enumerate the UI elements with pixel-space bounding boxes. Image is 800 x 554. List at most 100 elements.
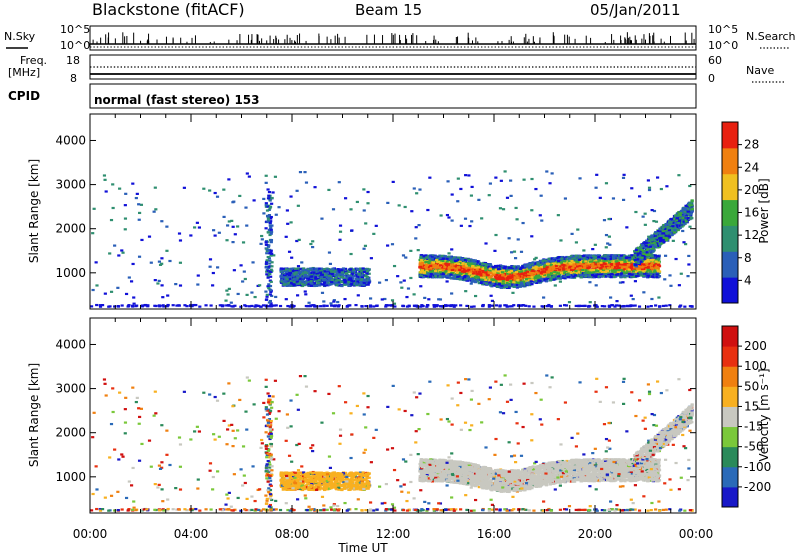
- power-cell: [325, 271, 329, 275]
- power-cell: [574, 304, 578, 308]
- power-cell: [420, 304, 424, 307]
- power-cell: [160, 257, 164, 260]
- power-cell: [562, 304, 567, 307]
- power-cell: [297, 279, 302, 282]
- power-cell: [519, 275, 523, 278]
- power-cell: [686, 275, 690, 278]
- power-cell: [479, 269, 483, 272]
- power-cell: [175, 304, 179, 307]
- power-cell: [488, 280, 492, 283]
- power-cell: [178, 284, 183, 287]
- power-cell: [445, 213, 450, 217]
- power-cell: [445, 267, 449, 270]
- power-cell: [631, 270, 635, 273]
- power-cell: [152, 210, 156, 213]
- power-cell: [583, 275, 588, 278]
- power-cell: [625, 262, 629, 265]
- power-cell: [690, 305, 694, 308]
- power-cell: [570, 271, 574, 275]
- power-cell: [303, 290, 307, 293]
- power-cell: [111, 183, 115, 186]
- power-cell: [355, 200, 359, 204]
- power-cell: [338, 279, 342, 282]
- power-cell: [297, 238, 301, 241]
- power-cell: [490, 304, 494, 307]
- power-cell: [602, 259, 606, 262]
- power-cell: [245, 224, 249, 227]
- power-cell: [558, 304, 562, 307]
- power-cell: [593, 243, 597, 246]
- power-cell: [582, 249, 586, 252]
- power-cell: [583, 304, 587, 307]
- power-cell: [447, 273, 451, 276]
- power-cell: [94, 261, 98, 264]
- power-cell: [609, 296, 613, 299]
- power-cell: [532, 274, 536, 277]
- power-cell: [334, 281, 338, 284]
- power-cell: [610, 257, 614, 260]
- power-cell: [464, 257, 468, 260]
- power-cell: [556, 214, 560, 217]
- power-cell: [362, 270, 366, 273]
- power-cell: [412, 293, 416, 296]
- power-cell: [260, 234, 264, 238]
- power-cell: [469, 194, 474, 197]
- power-cell: [285, 273, 289, 276]
- power-cell: [449, 255, 453, 258]
- power-cell: [298, 276, 302, 279]
- power-cell: [661, 304, 665, 308]
- power-cell: [109, 290, 114, 293]
- power-cell: [611, 304, 615, 307]
- power-cell: [95, 303, 99, 307]
- power-cell: [230, 219, 234, 222]
- power-cell: [329, 269, 333, 272]
- power-cell: [295, 269, 299, 272]
- power-cell: [568, 273, 572, 277]
- power-cell: [425, 267, 429, 270]
- power-cell: [437, 298, 441, 301]
- power-cell: [138, 211, 142, 215]
- power-cell: [472, 266, 476, 270]
- power-cell: [208, 265, 212, 268]
- power-cell: [533, 264, 537, 267]
- power-cell: [534, 187, 538, 191]
- power-cell: [319, 267, 323, 270]
- power-cell: [127, 304, 131, 307]
- power-cell: [528, 264, 532, 268]
- power-cell: [250, 304, 254, 308]
- power-cell: [643, 273, 647, 276]
- power-cell: [575, 268, 579, 271]
- power-cell: [310, 304, 314, 307]
- power-cell: [304, 293, 308, 296]
- power-cell: [350, 272, 355, 275]
- power-cell: [360, 274, 364, 277]
- freq-tick-top: 18: [66, 54, 80, 67]
- power-cell: [366, 190, 370, 194]
- power-cell: [280, 277, 284, 280]
- power-cell: [335, 284, 339, 287]
- power-cell: [487, 194, 491, 197]
- power-cell: [605, 261, 610, 264]
- power-cell: [489, 264, 493, 268]
- power-cell: [476, 276, 481, 279]
- power-cell: [307, 274, 311, 277]
- power-cell: [562, 270, 566, 273]
- power-cell: [253, 305, 257, 308]
- power-cell: [427, 258, 432, 261]
- power-cell: [298, 277, 302, 280]
- power-cell: [567, 301, 572, 304]
- power-cell: [494, 281, 498, 284]
- power-cell: [336, 268, 340, 271]
- power-cell: [211, 284, 215, 287]
- power-cell: [323, 270, 327, 273]
- power-cell: [674, 257, 678, 261]
- power-cell: [400, 286, 404, 289]
- power-cell: [405, 295, 409, 299]
- power-cell: [98, 304, 102, 307]
- power-heatmap-cells: [90, 170, 694, 308]
- power-cell: [309, 268, 313, 271]
- power-cell: [420, 276, 424, 279]
- power-cell: [315, 267, 319, 270]
- power-cell: [359, 282, 363, 286]
- power-cell: [338, 270, 342, 274]
